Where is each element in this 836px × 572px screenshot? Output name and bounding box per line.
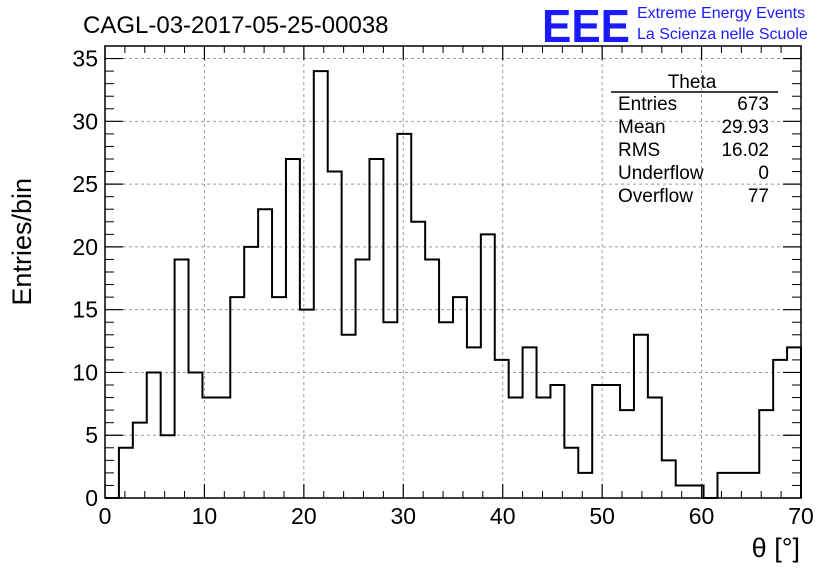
histogram-bin: [564, 448, 578, 498]
histogram-bin: [439, 322, 453, 498]
histogram-bin: [606, 385, 620, 498]
histogram-bin: [481, 234, 495, 498]
histogram-outline: [105, 70, 802, 499]
histogram-bin: [453, 297, 467, 498]
eee-logo: EEE Extreme Energy Events La Scienza nel…: [542, 0, 808, 52]
histogram-bin: [592, 385, 606, 498]
stats-underflow-value: 0: [758, 163, 769, 184]
histogram-bin: [634, 335, 648, 498]
x-tick-label: 50: [589, 503, 615, 529]
y-tick-label: 5: [85, 422, 98, 448]
histogram-bin: [578, 473, 592, 498]
histogram-bin: [216, 398, 230, 498]
histogram-bin: [425, 259, 439, 498]
eee-logo-mark: EEE: [542, 0, 630, 52]
stats-box-title: Theta: [668, 72, 717, 93]
y-tick-label: 35: [72, 46, 98, 72]
histogram-bin: [272, 297, 286, 498]
histogram-bin: [369, 159, 383, 498]
histogram-bin: [189, 372, 203, 498]
histogram-bin: [314, 71, 328, 498]
histogram-bin: [523, 347, 537, 498]
histogram-bin: [537, 398, 551, 498]
x-tick-label: 70: [788, 503, 814, 529]
histogram-bin: [717, 473, 731, 498]
y-tick-label: 20: [72, 234, 98, 260]
stats-entries-value: 673: [737, 94, 769, 115]
y-tick-labels: 0 5 10 15 20 25 30 35: [72, 46, 98, 511]
axis-ticks: [104, 45, 802, 499]
histogram-bin: [411, 222, 425, 498]
stats-mean-value: 29.93: [721, 117, 769, 138]
histogram-bin: [133, 423, 147, 498]
x-tick-label: 20: [291, 503, 317, 529]
histogram-bin: [773, 360, 787, 498]
y-axis-title: Entries/bin: [7, 178, 37, 306]
histogram-bin: [230, 297, 244, 498]
histogram-bin: [175, 259, 189, 498]
histogram-bin: [300, 310, 314, 498]
histogram-bin: [620, 410, 634, 498]
histogram-bin: [202, 398, 216, 498]
histogram-bin: [244, 247, 258, 498]
x-axis-title: θ [°]: [752, 533, 800, 563]
y-tick-label: 15: [72, 297, 98, 323]
stats-box: Theta Entries 673 Mean 29.93 RMS 16.02 U…: [611, 72, 778, 207]
histogram-bin: [328, 172, 342, 498]
histogram-bin: [731, 473, 745, 498]
stats-rms-value: 16.02: [721, 140, 769, 161]
x-tick-label: 40: [490, 503, 516, 529]
x-tick-label: 30: [390, 503, 416, 529]
histogram-bin: [383, 322, 397, 498]
y-tick-label: 30: [72, 108, 98, 134]
histogram-bin: [147, 372, 161, 498]
histogram-bin: [342, 335, 356, 498]
histogram-bin: [662, 460, 676, 498]
histogram-bin: [119, 448, 133, 498]
histogram-bin: [676, 485, 690, 498]
chart-title: CAGL-03-2017-05-25-00038: [83, 12, 389, 39]
stats-entries-label: Entries: [618, 94, 677, 115]
histogram-bin: [397, 134, 411, 498]
stats-rms-label: RMS: [618, 140, 660, 161]
grid-lines: [105, 46, 801, 498]
histogram-bin: [509, 398, 523, 498]
stats-overflow-label: Overflow: [618, 186, 693, 207]
histogram-bin: [356, 259, 370, 498]
x-tick-label: 60: [689, 503, 715, 529]
histogram-bin: [467, 347, 481, 498]
stats-overflow-value: 77: [748, 186, 769, 207]
histogram-bin: [286, 159, 300, 498]
eee-logo-line1: Extreme Energy Events: [637, 5, 805, 22]
eee-logo-line2: La Scienza nelle Scuole: [637, 26, 808, 43]
y-tick-label: 0: [85, 485, 98, 511]
histogram-bin: [161, 435, 175, 498]
stats-underflow-label: Underflow: [618, 163, 704, 184]
x-tick-labels: 0 10 20 30 40 50 60 70: [99, 503, 814, 529]
histogram-bin: [759, 410, 773, 498]
histogram-bin: [648, 398, 662, 498]
histogram-bin: [745, 473, 759, 498]
x-tick-label: 10: [192, 503, 218, 529]
y-tick-label: 10: [72, 359, 98, 385]
stats-mean-label: Mean: [618, 117, 666, 138]
y-tick-label: 25: [72, 171, 98, 197]
x-tick-label: 0: [99, 503, 112, 529]
histogram-bin: [495, 360, 509, 498]
histogram-bin: [258, 209, 272, 498]
histogram-bin: [550, 385, 564, 498]
